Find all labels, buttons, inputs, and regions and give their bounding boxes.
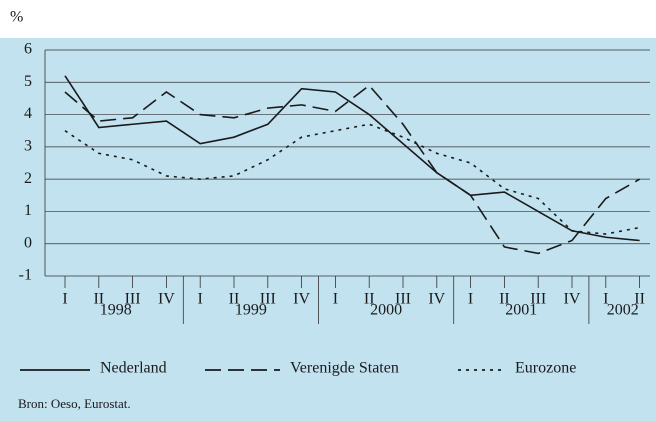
group-label: 1998 — [100, 302, 132, 319]
x-tick-label: I — [333, 291, 338, 308]
series-line — [64, 75, 640, 242]
x-tick-label: I — [62, 291, 67, 308]
x-tick-label: I — [468, 291, 473, 308]
group-label: 1999 — [235, 302, 267, 319]
y-tick-label: 0 — [24, 234, 32, 251]
y-tick-label: 5 — [24, 73, 32, 90]
x-tick-label: II — [229, 291, 240, 308]
x-tick-label: II — [364, 291, 375, 308]
legend-label: Verenigde Staten — [290, 360, 399, 377]
source: Bron: Oeso, Eurostat. — [18, 396, 131, 411]
y-tick-label: -1 — [19, 267, 32, 284]
group-label: 2000 — [370, 302, 402, 319]
x-tick-label: III — [260, 291, 276, 308]
group-label: 2002 — [607, 302, 639, 319]
x-tick-label: III — [395, 291, 411, 308]
y-tick-label: 1 — [24, 202, 32, 219]
y-tick-label: 3 — [24, 138, 32, 155]
legend-label: Eurozone — [515, 360, 576, 377]
x-tick-label: II — [634, 291, 645, 308]
x-tick-label: IV — [158, 291, 175, 308]
y-tick-label: 6 — [24, 41, 32, 58]
y-tick-label: 2 — [24, 170, 32, 187]
panel — [0, 38, 656, 421]
x-tick-label: III — [125, 291, 141, 308]
x-tick-label: III — [530, 291, 546, 308]
group-label: 2001 — [505, 302, 537, 319]
x-tick-label: II — [93, 291, 104, 308]
x-tick-label: IV — [293, 291, 310, 308]
x-tick-label: II — [499, 291, 510, 308]
x-tick-label: IV — [428, 291, 445, 308]
x-tick-label: IV — [564, 291, 581, 308]
y-tick-label: 4 — [24, 105, 32, 122]
legend-label: Nederland — [100, 360, 167, 377]
x-tick-label: I — [198, 291, 203, 308]
y-unit-label: % — [10, 9, 23, 26]
series-line — [64, 123, 640, 235]
x-tick-label: I — [603, 291, 608, 308]
